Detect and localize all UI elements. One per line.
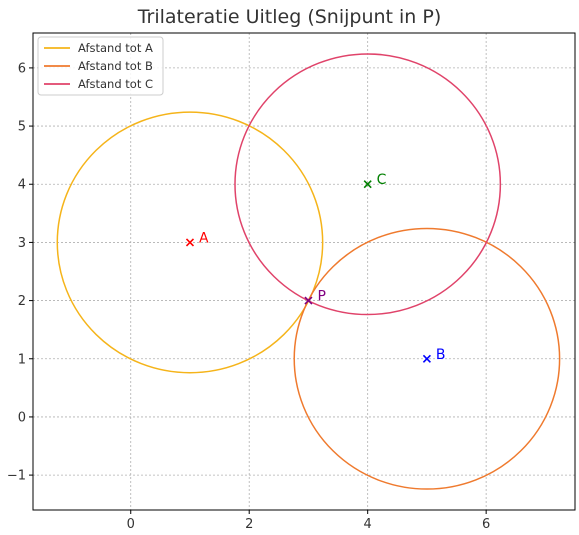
x-tick-label: 2 bbox=[245, 517, 253, 532]
y-tick-label: −1 bbox=[7, 469, 26, 484]
y-tick-label: 3 bbox=[18, 236, 26, 251]
y-tick-label: 4 bbox=[18, 178, 26, 193]
point-marker-p bbox=[304, 296, 313, 305]
point-label-c: C bbox=[377, 172, 387, 188]
axes-frame bbox=[32, 32, 576, 511]
legend-box bbox=[37, 36, 164, 96]
y-tick-label: 2 bbox=[18, 294, 26, 309]
point-marker-c bbox=[363, 180, 372, 189]
point-label-a: A bbox=[199, 230, 209, 246]
legend-label: Afstand tot A bbox=[78, 41, 153, 55]
legend-label: Afstand tot C bbox=[78, 77, 153, 91]
x-tick-label: 4 bbox=[364, 517, 372, 532]
y-tick-label: 0 bbox=[18, 410, 26, 425]
point-marker-b bbox=[422, 354, 431, 363]
y-tick-label: 6 bbox=[18, 61, 26, 76]
circle-c bbox=[234, 53, 502, 316]
circle-a bbox=[56, 111, 324, 374]
point-label-p: P bbox=[317, 289, 325, 305]
x-tick-label: 0 bbox=[127, 517, 135, 532]
point-marker-a bbox=[185, 238, 195, 247]
y-tick-label: 5 bbox=[18, 120, 26, 135]
y-tick-label: 1 bbox=[18, 352, 26, 367]
circle-b bbox=[293, 227, 561, 490]
point-label-b: B bbox=[436, 347, 446, 363]
x-tick-label: 6 bbox=[482, 517, 490, 532]
chart-title: Trilateratie Uitleg (Snijpunt in P) bbox=[137, 6, 442, 28]
legend-label: Afstand tot B bbox=[78, 59, 153, 73]
